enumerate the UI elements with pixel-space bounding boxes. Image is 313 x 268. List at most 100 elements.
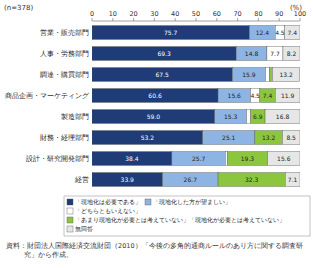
tick: [154, 18, 155, 21]
category-label: 経営: [74, 176, 89, 184]
category-label: 財務・経理部門: [40, 134, 89, 142]
category-label: 製造部門: [61, 113, 89, 121]
chart: (n=378)(%)010203040506070809010075.769.3…: [0, 0, 313, 268]
data-label: 13.2: [262, 134, 276, 141]
data-label: 8.5: [286, 134, 296, 141]
data-label: 53.2: [141, 134, 155, 141]
bar-segment: [163, 173, 219, 187]
data-label: 25.7: [192, 155, 206, 162]
data-label: 7.1: [288, 176, 298, 183]
bar-segment: [255, 131, 282, 145]
data-label: 4.5: [275, 29, 285, 36]
bar-segment: [285, 173, 300, 187]
tick-label: 100: [294, 10, 306, 18]
tick: [175, 18, 176, 21]
bar-segment: [232, 68, 265, 82]
data-label: 7.7: [270, 50, 280, 57]
bar-segment: [92, 47, 236, 61]
bar-segment: [203, 131, 255, 145]
bar-segment: [172, 152, 225, 166]
data-label: 59.0: [147, 113, 161, 120]
bar-segment: [92, 110, 215, 124]
source: 資料：財団法人国際経済交流財団（2010）「今後の多角的通商ルールのあり方に関す…: [6, 242, 303, 259]
tick: [258, 18, 259, 21]
data-label: 60.6: [148, 92, 162, 99]
bars: [92, 26, 300, 187]
bar-segment: [267, 47, 283, 61]
tick-label: 0: [90, 10, 94, 18]
bar-segment: [251, 110, 265, 124]
bar-segment: [249, 26, 275, 40]
bar-segment: [247, 110, 251, 124]
data-label: 67.5: [156, 71, 170, 78]
data-label: 14.8: [245, 50, 259, 57]
data-label: 16.8: [276, 113, 290, 120]
data-label: 32.3: [245, 176, 259, 183]
data-label: 7.4: [263, 92, 273, 99]
data-label: 15.6: [277, 155, 291, 162]
tick-label: 30: [150, 10, 158, 18]
bar-segment: [265, 68, 269, 82]
data-label: 15.6: [228, 92, 242, 99]
data-label: 75.7: [164, 29, 178, 36]
bar-segment: [283, 47, 300, 61]
tick-label: 10: [109, 10, 117, 18]
bar-segment: [272, 68, 299, 82]
data-label: 15.9: [242, 71, 256, 78]
bar-segment: [269, 68, 272, 82]
tick-label: 60: [213, 10, 221, 18]
bar-segment: [218, 89, 250, 103]
bar-segment: [92, 68, 232, 82]
tick-label: 40: [171, 10, 179, 18]
category-label: 設計・研究開発部門: [26, 155, 89, 163]
data-label: 11.9: [281, 92, 295, 99]
legend-label: 「現地化した方が望ましい」: [153, 198, 231, 205]
tick: [216, 18, 217, 21]
tick-label: 50: [192, 10, 200, 18]
tick: [196, 18, 197, 21]
data-label: 7.4: [288, 29, 298, 36]
tick: [300, 18, 301, 21]
tick: [112, 18, 113, 21]
data-label: 6.9: [253, 113, 263, 120]
bar-segment: [275, 26, 284, 40]
legend-swatch: [145, 199, 151, 205]
data-label: 12.4: [256, 29, 270, 36]
bar-segment: [250, 89, 259, 103]
tick-label: 90: [275, 10, 283, 18]
bar-segment: [92, 173, 163, 187]
legend-swatch: [67, 217, 73, 223]
data-label: 33.9: [121, 176, 135, 183]
legend-label: 無回答: [75, 225, 93, 232]
tick-label: 80: [254, 10, 262, 18]
data-label: 69.3: [157, 50, 171, 57]
bar-segment: [268, 152, 300, 166]
bar-segment: [260, 89, 275, 103]
legend-label: 「現地化は必要である」: [75, 198, 141, 206]
bar-segment: [92, 152, 172, 166]
bar-segment: [218, 173, 285, 187]
legend: 「現地化は必要である」「現地化した方が望ましい」「どちらともいえない」「あまり現…: [64, 196, 310, 236]
tick: [279, 18, 280, 21]
data-label: 15.3: [224, 113, 238, 120]
category-label: 営業・販売部門: [40, 29, 89, 37]
data-label: 25.1: [222, 134, 236, 141]
bar-segment: [225, 152, 227, 166]
axis-line: [92, 21, 300, 22]
legend-label: 「どちらともいえない」: [75, 207, 141, 215]
category-label: 調達・購買部門: [40, 71, 89, 79]
tick: [133, 18, 134, 21]
data-label: 19.3: [241, 155, 255, 162]
bar-segment: [275, 89, 300, 103]
data-label: 38.4: [125, 155, 139, 162]
data-label: 13.2: [279, 71, 293, 78]
category-label: 人事・労務部門: [40, 50, 89, 58]
data-label: 8.2: [287, 50, 297, 57]
bar-segment: [227, 152, 267, 166]
category-label: 商品企画・マーケティング: [5, 92, 90, 100]
bar-segment: [92, 26, 249, 40]
bar-segment: [92, 131, 203, 145]
bar-segment: [92, 89, 218, 103]
data-labels: 75.7 69.3 67.5 60.6 59.0 53.2 38.4 33.9 12.4 14.8…: [121, 29, 298, 183]
subtitle: (n=378): [4, 4, 33, 12]
